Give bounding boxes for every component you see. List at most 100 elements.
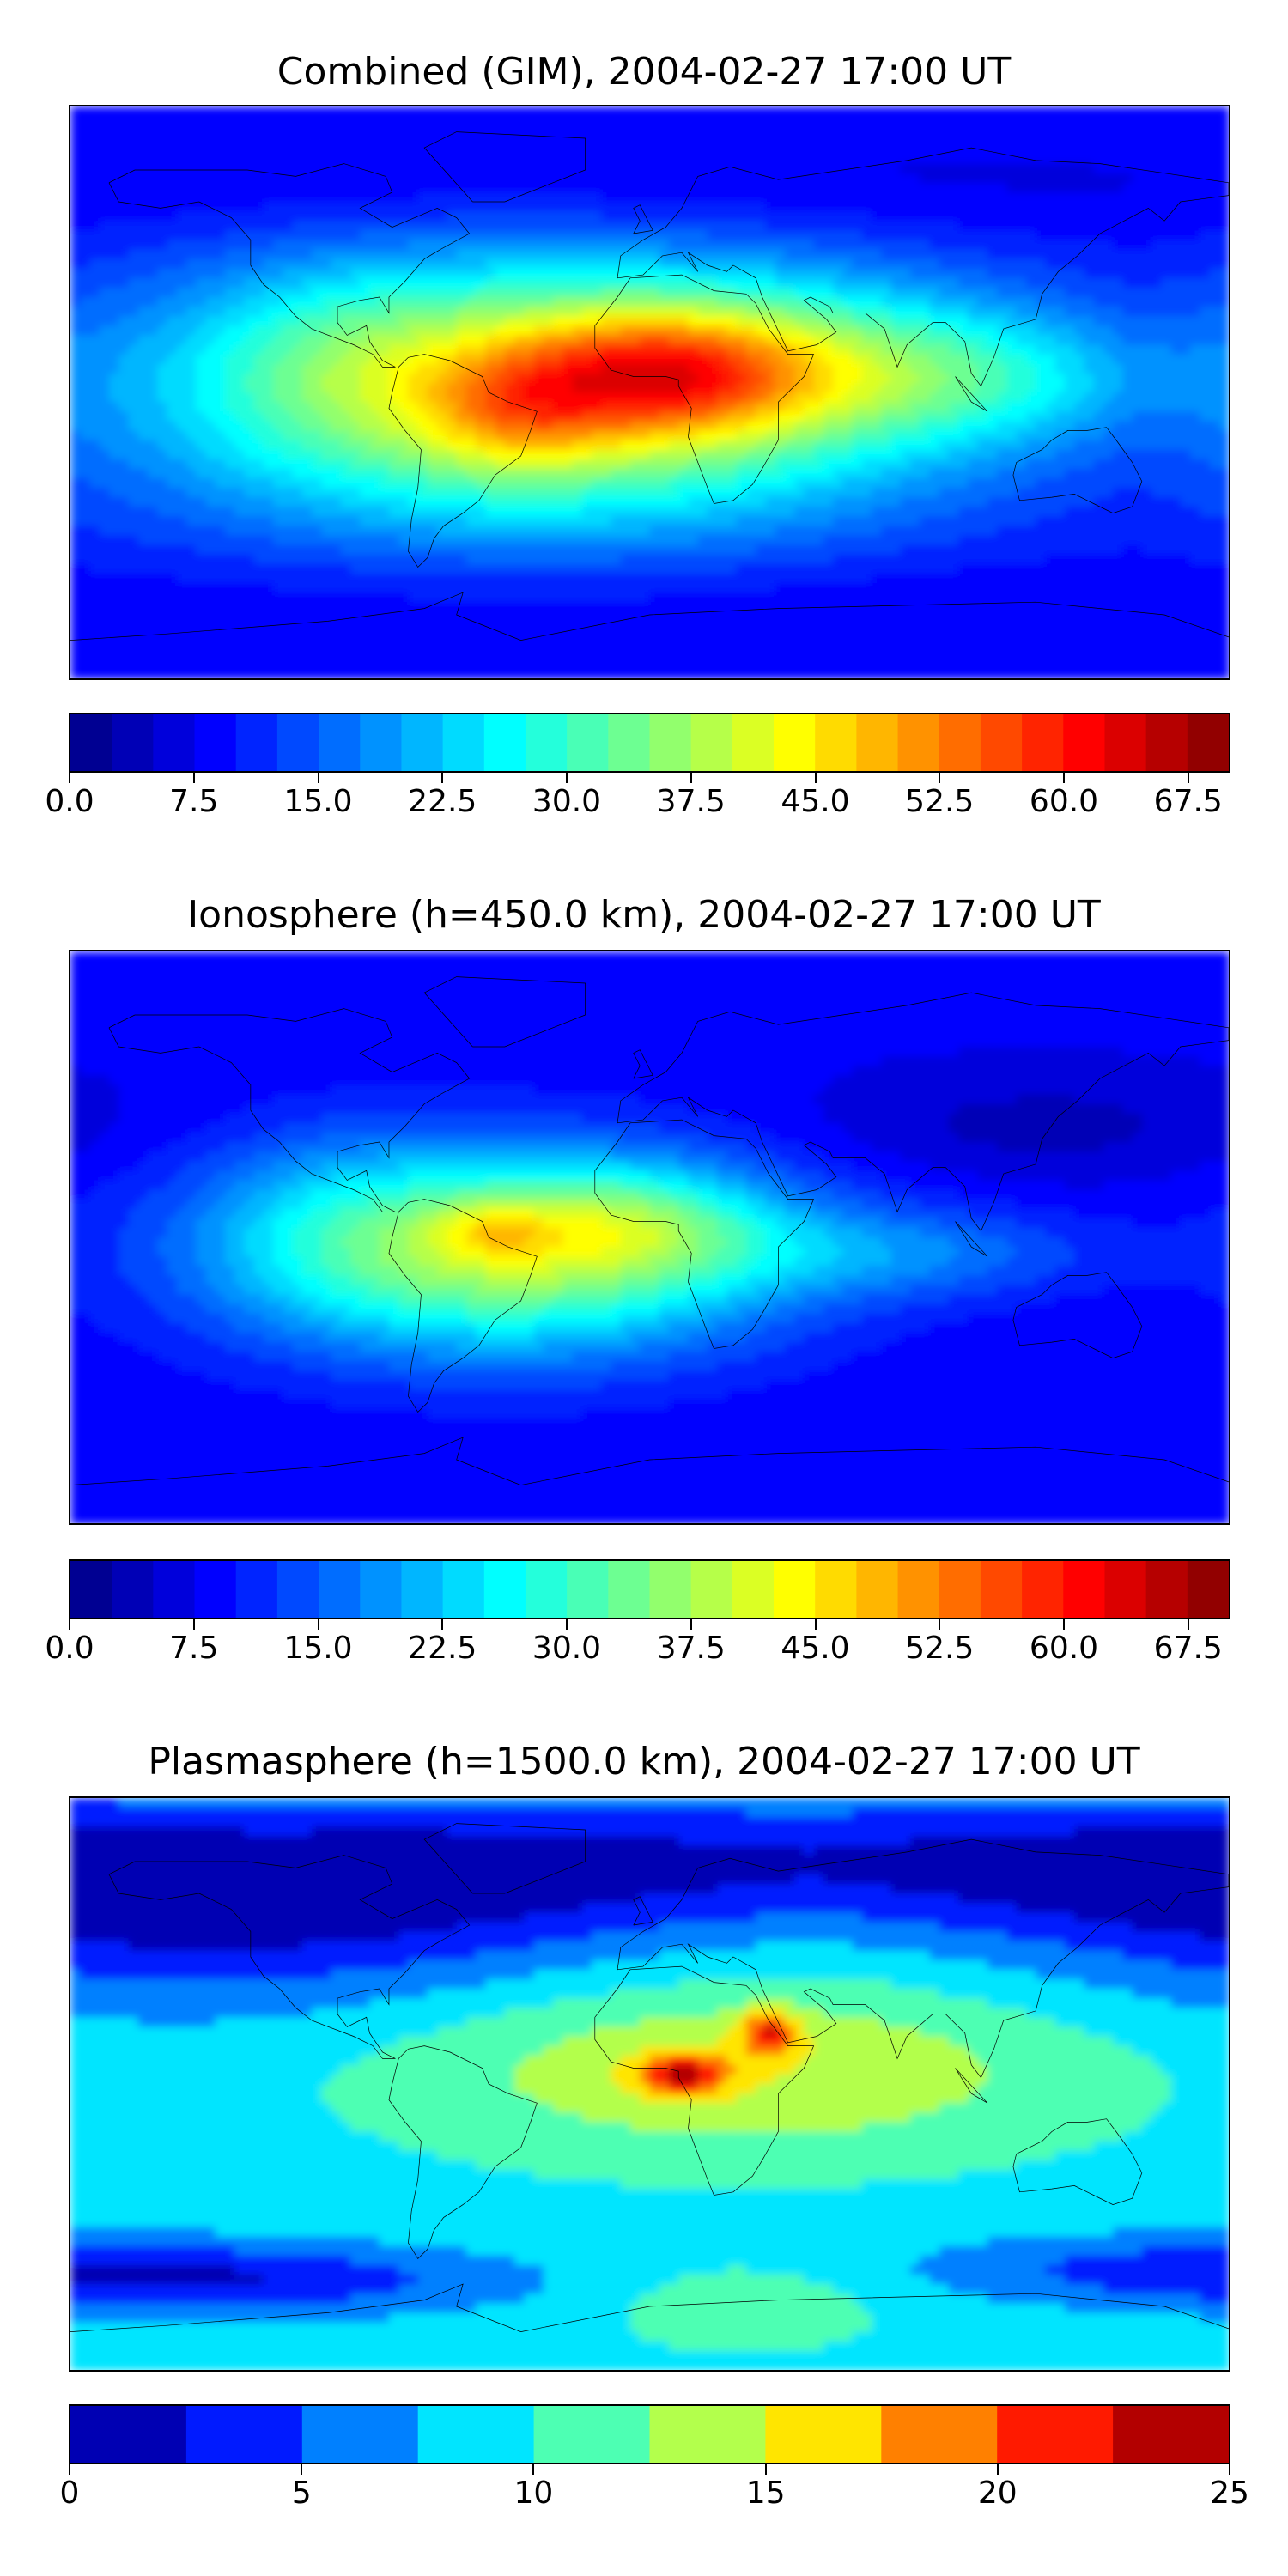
colorbar-tick-mark xyxy=(1229,2464,1230,2475)
colorbar-tick-label: 30.0 xyxy=(532,785,601,819)
colorbar-tick-mark xyxy=(1187,1619,1189,1630)
colorbar-tick-mark xyxy=(441,1619,444,1630)
colorbar-segment xyxy=(939,1561,981,1618)
chart-title-combined: Combined (GIM), 2004-02-27 17:00 UT xyxy=(0,50,1288,94)
map-ionosphere xyxy=(69,950,1230,1525)
colorbar-segment xyxy=(1145,1561,1188,1618)
colorbar-segment xyxy=(401,1561,444,1618)
coastline-7 xyxy=(424,1824,585,1893)
colorbar-tick-label: 7.5 xyxy=(169,1631,218,1666)
colorbar-tick-label: 20 xyxy=(978,2476,1018,2511)
colorbar-segment xyxy=(70,2406,187,2463)
colorbar-tick-mark xyxy=(317,1619,319,1630)
colorbar-tick-label: 7.5 xyxy=(169,785,218,819)
colorbar-segment xyxy=(649,2406,767,2463)
colorbar-plasmasphere xyxy=(69,2404,1230,2464)
colorbar-tick-label: 0 xyxy=(60,2476,80,2511)
colorbar-tick-label: 22.5 xyxy=(408,1631,477,1666)
colorbar-segment xyxy=(774,714,816,771)
colorbar-tick-mark xyxy=(441,773,444,783)
colorbar-tick-label: 10 xyxy=(513,2476,553,2511)
coastline-0 xyxy=(109,1856,470,2059)
colorbar-segment xyxy=(608,714,651,771)
coastline-7 xyxy=(424,977,585,1047)
colorbar-segment xyxy=(567,714,609,771)
colorbar-segment xyxy=(319,714,361,771)
colorbar-segment xyxy=(1187,1561,1229,1618)
colorbar-segment xyxy=(980,714,1023,771)
colorbar-segment xyxy=(1187,714,1229,771)
colorbar-tick-label: 25 xyxy=(1210,2476,1249,2511)
colorbar-segment xyxy=(1022,714,1064,771)
colorbar-tick-mark xyxy=(1063,773,1065,783)
colorbar-tick-mark xyxy=(996,2464,999,2475)
colorbar-tick-label: 15.0 xyxy=(283,785,352,819)
colorbar-segment xyxy=(897,1561,940,1618)
colorbar-segment xyxy=(401,714,444,771)
colorbar-tick-mark xyxy=(690,1619,692,1630)
colorbar-segment xyxy=(442,1561,485,1618)
colorbar-tick-label: 60.0 xyxy=(1030,785,1098,819)
colorbar-segment xyxy=(567,1561,609,1618)
coastline-6 xyxy=(955,2069,987,2104)
colorbar-segment xyxy=(525,714,568,771)
coastline-3 xyxy=(617,993,1229,1231)
colorbar-segment xyxy=(1063,714,1106,771)
coastline-8 xyxy=(70,1437,1229,1485)
heatmap-field xyxy=(70,1798,1229,2370)
colorbar-tick-mark xyxy=(192,773,195,783)
colorbar-tick-mark xyxy=(764,2464,767,2475)
colorbar-segment xyxy=(815,1561,858,1618)
colorbar-segment xyxy=(112,714,155,771)
colorbar-segment xyxy=(185,2406,303,2463)
colorbar-segment xyxy=(319,1561,361,1618)
coastline-1 xyxy=(389,2046,537,2259)
colorbar-segment xyxy=(112,1561,155,1618)
colorbar-tick-label: 37.5 xyxy=(657,785,726,819)
coastline-4 xyxy=(1013,1273,1142,1358)
colorbar-segment xyxy=(276,714,319,771)
colorbar-segment xyxy=(732,1561,775,1618)
colorbar-segment xyxy=(70,1561,112,1618)
colorbar-tick-label: 0.0 xyxy=(45,785,94,819)
coastline-4 xyxy=(1013,428,1142,513)
heatmap-field xyxy=(70,106,1229,678)
colorbar-tick-mark xyxy=(192,1619,195,1630)
colorbar-segment xyxy=(690,1561,733,1618)
colorbar-segment xyxy=(1104,1561,1147,1618)
colorbar-segment xyxy=(897,714,940,771)
colorbar-tick-label: 45.0 xyxy=(781,1631,849,1666)
colorbar-segment xyxy=(483,1561,526,1618)
colorbar-segment xyxy=(649,714,692,771)
colorbar-ticks-combined: 0.0 7.5 15.0 22.5 30.0 37.5 45.0 52.5 60.0 67.5 xyxy=(45,773,1230,824)
colorbar-combined xyxy=(69,713,1230,773)
coastline-0 xyxy=(109,1009,470,1212)
colorbar-tick-label: 67.5 xyxy=(1154,785,1223,819)
colorbar-segment xyxy=(153,714,196,771)
colorbar-segment xyxy=(194,714,237,771)
colorbar-segment xyxy=(525,1561,568,1618)
colorbar-segment xyxy=(980,1561,1023,1618)
coastline-0 xyxy=(109,164,470,368)
colorbar-segment xyxy=(856,1561,899,1618)
colorbar-tick-label: 67.5 xyxy=(1154,1631,1223,1666)
colorbar-segment xyxy=(1113,2406,1229,2463)
colorbar-tick-mark xyxy=(566,1619,568,1630)
coastline-1 xyxy=(389,355,537,568)
colorbar-tick-mark xyxy=(301,2464,303,2475)
colorbar-segment xyxy=(276,1561,319,1618)
colorbar-tick-mark xyxy=(939,773,941,783)
colorbar-segment xyxy=(235,1561,278,1618)
colorbar-segment xyxy=(70,714,112,771)
colorbar-ionosphere xyxy=(69,1559,1230,1619)
colorbar-tick-label: 60.0 xyxy=(1030,1631,1098,1666)
colorbar-segment xyxy=(608,1561,651,1618)
colorbar-tick-label: 52.5 xyxy=(905,785,974,819)
colorbar-segment xyxy=(1145,714,1188,771)
coastline-3 xyxy=(617,1839,1229,2078)
map-plasmasphere xyxy=(69,1796,1230,2372)
colorbar-segment xyxy=(815,714,858,771)
colorbar-tick-mark xyxy=(69,2464,70,2475)
colorbar-tick-mark xyxy=(532,2464,535,2475)
colorbar-tick-mark xyxy=(939,1619,941,1630)
